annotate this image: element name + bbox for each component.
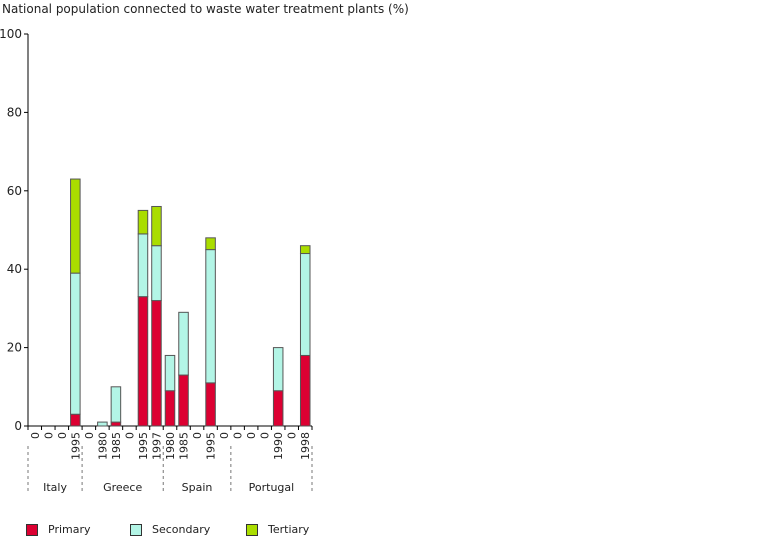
- x-tick-label: 1997: [150, 432, 163, 460]
- bar-segment-tertiary: [205, 237, 216, 251]
- x-tick-label: 1985: [110, 432, 123, 460]
- bar-segment-secondary: [205, 249, 216, 384]
- legend-label: Secondary: [152, 523, 211, 536]
- bar-segment-tertiary: [70, 178, 81, 274]
- x-tick-label: 0: [42, 432, 55, 439]
- legend-tertiary: Tertiary: [246, 523, 309, 536]
- x-tick-label: 1995: [205, 432, 218, 460]
- x-tick-label: 1980: [96, 432, 109, 460]
- x-tick-label: 0: [259, 432, 272, 439]
- x-tick-label: 0: [245, 432, 258, 439]
- group-label: Portugal: [249, 481, 295, 494]
- bar-segment-primary: [205, 382, 216, 427]
- x-tick-label: 1980: [164, 432, 177, 460]
- legend-label: Tertiary: [268, 523, 310, 536]
- x-tick-label: 0: [218, 432, 231, 439]
- bar-segment-secondary: [299, 253, 311, 356]
- chart-title: National population connected to waste w…: [2, 2, 409, 16]
- x-tick-label: 0: [191, 432, 204, 439]
- legend-swatch: [246, 523, 258, 536]
- x-tick-label: 1995: [137, 432, 150, 460]
- group-label: Spain: [182, 481, 213, 494]
- bar-segment-primary: [151, 300, 162, 427]
- bar-segment-secondary: [178, 311, 189, 376]
- bar-segment-primary: [164, 390, 176, 427]
- x-tick-label: 0: [29, 432, 42, 439]
- bar-segment-secondary: [70, 272, 81, 415]
- x-tick-label: 0: [123, 432, 136, 439]
- x-tick-label: 0: [286, 432, 299, 439]
- bar-segment-primary: [178, 374, 189, 427]
- bar-segment-tertiary: [137, 209, 149, 235]
- bar-segment-secondary: [272, 347, 284, 392]
- legend-primary: Primary: [26, 523, 91, 536]
- bar-segment-secondary: [164, 354, 176, 392]
- y-tick-label: 60: [7, 184, 22, 198]
- bar-segment-secondary: [97, 421, 108, 427]
- x-tick-label: 1995: [69, 432, 82, 460]
- legend-swatch: [26, 523, 38, 536]
- bar-segment-primary: [137, 296, 149, 427]
- y-tick-label: 100: [0, 27, 22, 41]
- x-tick-label: 0: [56, 432, 69, 439]
- x-tick-label: 1985: [178, 432, 191, 460]
- y-tick-label: 20: [7, 341, 22, 355]
- x-tick-label: 1998: [299, 432, 312, 460]
- group-label: Greece: [103, 481, 142, 494]
- bar-segment-primary: [70, 413, 81, 427]
- y-tick-label: 40: [7, 262, 22, 276]
- bar-segment-tertiary: [151, 205, 162, 247]
- bar-segment-secondary: [110, 386, 122, 423]
- bar-segment-secondary: [151, 245, 162, 302]
- bar-segment-primary: [110, 421, 122, 427]
- x-tick-label: 0: [83, 432, 96, 439]
- group-label: Italy: [43, 481, 67, 494]
- bar-segment-tertiary: [299, 245, 311, 255]
- legend-swatch: [130, 523, 142, 536]
- legend-label: Primary: [48, 523, 91, 536]
- y-tick-label: 0: [14, 419, 22, 433]
- bar-segment-primary: [272, 390, 284, 427]
- bar-segment-secondary: [137, 233, 149, 298]
- y-tick-label: 80: [7, 105, 22, 119]
- bar-segment-primary: [299, 354, 311, 427]
- x-tick-label: 1990: [272, 432, 285, 460]
- legend-secondary: Secondary: [130, 523, 210, 536]
- x-tick-label: 0: [232, 432, 245, 439]
